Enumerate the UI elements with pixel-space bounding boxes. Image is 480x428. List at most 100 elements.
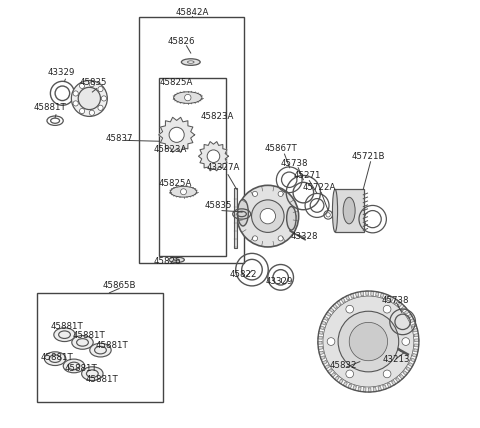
Text: 45881T: 45881T [73, 331, 106, 341]
Polygon shape [159, 117, 194, 152]
Polygon shape [348, 384, 352, 389]
Circle shape [98, 86, 103, 92]
Text: 45865B: 45865B [103, 281, 136, 291]
Polygon shape [346, 295, 349, 300]
Polygon shape [378, 386, 382, 391]
Text: 45881T: 45881T [33, 103, 66, 113]
Ellipse shape [238, 199, 248, 226]
Circle shape [291, 214, 296, 219]
Text: 45722A: 45722A [303, 183, 336, 192]
Text: 45832: 45832 [330, 361, 357, 371]
Polygon shape [355, 292, 359, 297]
Text: 45835: 45835 [80, 77, 108, 87]
Polygon shape [321, 321, 326, 325]
Bar [159, 78, 226, 256]
Text: 45835: 45835 [205, 201, 232, 210]
Polygon shape [408, 314, 412, 318]
Text: 45881T: 45881T [64, 363, 97, 373]
Circle shape [278, 236, 283, 241]
Polygon shape [343, 382, 348, 386]
Text: 45881T: 45881T [40, 353, 73, 362]
Circle shape [207, 150, 220, 163]
Circle shape [252, 191, 258, 196]
Polygon shape [408, 363, 413, 367]
Polygon shape [397, 302, 402, 307]
Polygon shape [327, 369, 332, 373]
Text: 45271: 45271 [294, 171, 322, 180]
Ellipse shape [90, 343, 111, 357]
Circle shape [383, 305, 391, 313]
Polygon shape [333, 304, 337, 309]
Circle shape [402, 338, 409, 345]
Polygon shape [358, 387, 361, 392]
Polygon shape [318, 346, 323, 349]
Bar [36, 293, 163, 402]
Polygon shape [413, 354, 417, 357]
Ellipse shape [170, 186, 197, 197]
Ellipse shape [45, 352, 66, 366]
Text: 45837: 45837 [106, 134, 133, 143]
Polygon shape [326, 312, 331, 316]
Polygon shape [319, 331, 323, 334]
Polygon shape [405, 310, 409, 314]
Circle shape [73, 91, 78, 96]
Ellipse shape [181, 59, 200, 65]
Text: 45826: 45826 [154, 256, 181, 266]
Text: 45822: 45822 [229, 270, 257, 279]
Bar [234, 188, 238, 248]
Polygon shape [341, 298, 345, 303]
Ellipse shape [287, 207, 296, 230]
Circle shape [278, 191, 283, 196]
Circle shape [89, 81, 95, 87]
Polygon shape [383, 385, 386, 389]
Ellipse shape [174, 259, 180, 261]
Circle shape [180, 189, 187, 195]
Polygon shape [373, 387, 376, 392]
Circle shape [73, 101, 78, 106]
Circle shape [80, 83, 84, 89]
Ellipse shape [54, 328, 75, 342]
Polygon shape [322, 360, 327, 365]
Circle shape [252, 200, 284, 232]
Circle shape [349, 322, 387, 361]
Ellipse shape [72, 336, 93, 349]
Circle shape [98, 105, 103, 110]
Text: 45881T: 45881T [95, 341, 128, 351]
Text: 43327A: 43327A [207, 163, 240, 172]
Text: 45842A: 45842A [175, 8, 209, 18]
Polygon shape [350, 294, 354, 298]
Circle shape [252, 236, 258, 241]
Polygon shape [406, 367, 411, 371]
Circle shape [237, 185, 299, 247]
Ellipse shape [82, 367, 103, 380]
Ellipse shape [63, 359, 84, 373]
Ellipse shape [174, 92, 202, 104]
Polygon shape [413, 328, 418, 332]
Polygon shape [324, 365, 329, 369]
Polygon shape [399, 374, 404, 379]
Polygon shape [353, 386, 356, 390]
Text: 45881T: 45881T [50, 321, 83, 331]
Text: 43329: 43329 [266, 277, 293, 286]
Text: 45738: 45738 [382, 296, 409, 305]
Polygon shape [412, 324, 417, 327]
Polygon shape [320, 356, 325, 360]
Polygon shape [394, 299, 398, 304]
Polygon shape [363, 388, 366, 392]
Text: 43329: 43329 [48, 68, 75, 77]
Polygon shape [331, 373, 336, 377]
Circle shape [327, 338, 335, 345]
Circle shape [185, 95, 191, 101]
Text: 45823A: 45823A [200, 112, 234, 121]
Circle shape [101, 96, 107, 101]
Polygon shape [415, 339, 419, 342]
Polygon shape [410, 318, 415, 323]
Polygon shape [336, 301, 341, 306]
Circle shape [338, 311, 399, 372]
Polygon shape [381, 293, 384, 297]
Circle shape [323, 296, 414, 387]
Bar [139, 17, 244, 263]
Text: 45881T: 45881T [86, 374, 119, 384]
Circle shape [326, 213, 330, 217]
Polygon shape [371, 291, 373, 295]
